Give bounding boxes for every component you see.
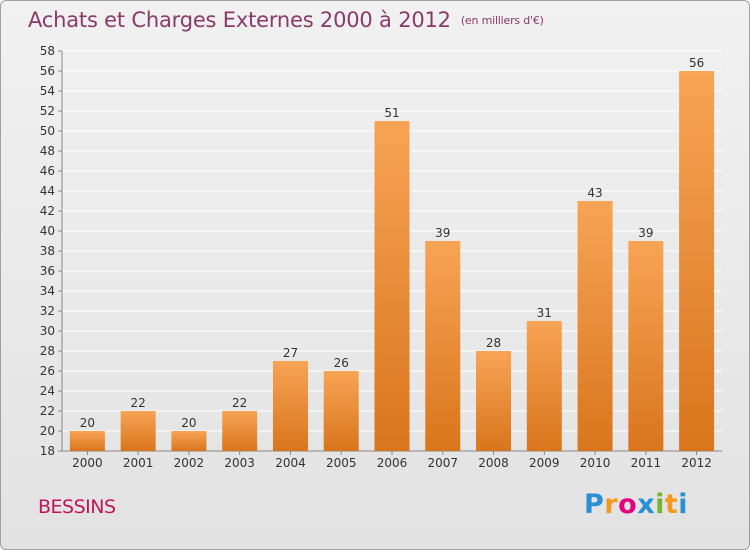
x-tick-label-2002: 2002 bbox=[174, 456, 205, 470]
x-tick-label-2010: 2010 bbox=[580, 456, 611, 470]
data-label-2003: 22 bbox=[232, 396, 247, 410]
y-tick-label: 56 bbox=[40, 64, 55, 78]
location-label: BESSINS bbox=[38, 496, 116, 518]
y-tick-label: 34 bbox=[40, 284, 55, 298]
y-tick-label: 54 bbox=[40, 84, 55, 98]
x-tick-label-2007: 2007 bbox=[427, 456, 458, 470]
data-label-2011: 39 bbox=[638, 226, 653, 240]
y-tick-label: 48 bbox=[40, 144, 55, 158]
y-tick-label: 32 bbox=[40, 304, 55, 318]
data-label-2007: 39 bbox=[435, 226, 450, 240]
y-tick-label: 58 bbox=[40, 44, 55, 58]
logo-letter: x bbox=[637, 489, 656, 520]
bar-2006[interactable] bbox=[374, 121, 410, 451]
x-tick-label-2012: 2012 bbox=[681, 456, 712, 470]
y-tick-label: 20 bbox=[40, 424, 55, 438]
x-tick-label-2011: 2011 bbox=[631, 456, 662, 470]
y-tick-label: 40 bbox=[40, 224, 55, 238]
data-label-2010: 43 bbox=[587, 186, 602, 200]
data-label-2000: 20 bbox=[80, 416, 95, 430]
logo-letter: i bbox=[678, 489, 689, 520]
x-tick-label-2001: 2001 bbox=[123, 456, 154, 470]
bar-2009[interactable] bbox=[526, 321, 562, 451]
logo-letter: P bbox=[584, 489, 605, 520]
logo-letter: o bbox=[618, 489, 638, 520]
logo-letter: t bbox=[664, 489, 679, 520]
chart-title-text: Achats et Charges Externes 2000 à 2012 bbox=[28, 8, 451, 32]
y-tick-label: 36 bbox=[40, 264, 55, 278]
bar-2012[interactable] bbox=[679, 71, 715, 451]
x-tick-label-2006: 2006 bbox=[377, 456, 408, 470]
x-tick-label-2009: 2009 bbox=[529, 456, 560, 470]
data-label-2002: 20 bbox=[181, 416, 196, 430]
bar-2007[interactable] bbox=[425, 241, 461, 451]
x-tick-label-2003: 2003 bbox=[224, 456, 255, 470]
bar-2004[interactable] bbox=[272, 361, 308, 451]
bar-2005[interactable] bbox=[323, 371, 359, 451]
logo-letter: i bbox=[655, 489, 665, 520]
x-tick-label-2008: 2008 bbox=[478, 456, 509, 470]
data-label-2004: 27 bbox=[283, 346, 298, 360]
y-tick-label: 28 bbox=[40, 344, 55, 358]
chart-unit: (en milliers d'€) bbox=[460, 14, 544, 27]
bar-2011[interactable] bbox=[628, 241, 664, 451]
y-tick-label: 26 bbox=[40, 364, 55, 378]
bar-2003[interactable] bbox=[222, 411, 258, 451]
bar-2010[interactable] bbox=[577, 201, 613, 451]
data-label-2005: 26 bbox=[334, 356, 349, 370]
bar-2002[interactable] bbox=[171, 431, 207, 451]
y-tick-label: 46 bbox=[40, 164, 55, 178]
data-labels: 20 22 20 22 27 26 51 39 28 31 43 39 56 bbox=[80, 56, 705, 430]
bar-2001[interactable] bbox=[120, 411, 156, 451]
y-tick-label: 30 bbox=[40, 324, 55, 338]
y-tick-label: 44 bbox=[40, 184, 55, 198]
y-tick-label: 22 bbox=[40, 404, 55, 418]
proxiti-logo[interactable]: Proxiti bbox=[584, 489, 688, 520]
data-label-2008: 28 bbox=[486, 336, 501, 350]
data-label-2009: 31 bbox=[537, 306, 552, 320]
y-tick-label: 24 bbox=[40, 384, 55, 398]
data-label-2012: 56 bbox=[689, 56, 704, 70]
y-tick-label: 38 bbox=[40, 244, 55, 258]
data-label-2006: 51 bbox=[384, 106, 399, 120]
y-tick-label: 42 bbox=[40, 204, 55, 218]
x-tick-label-2000: 2000 bbox=[72, 456, 103, 470]
chart-title: Achats et Charges Externes 2000 à 2012 (e… bbox=[28, 8, 544, 32]
bar-2000[interactable] bbox=[69, 431, 105, 451]
x-tick-label-2005: 2005 bbox=[326, 456, 357, 470]
y-tick-label: 52 bbox=[40, 104, 55, 118]
data-label-2001: 22 bbox=[131, 396, 146, 410]
logo-letter: r bbox=[604, 489, 619, 520]
y-tick-label: 18 bbox=[40, 444, 55, 458]
y-tick-label: 50 bbox=[40, 124, 55, 138]
bars bbox=[69, 71, 715, 451]
bar-2008[interactable] bbox=[476, 351, 512, 451]
x-tick-label-2004: 2004 bbox=[275, 456, 306, 470]
